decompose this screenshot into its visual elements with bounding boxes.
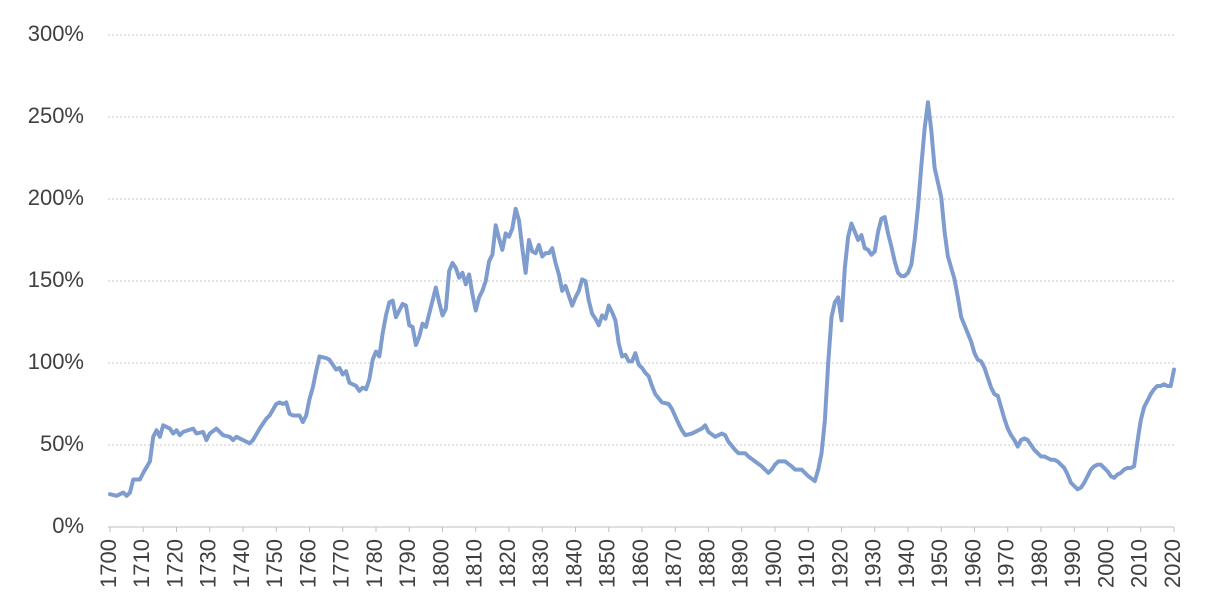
x-tick-label: 1710 bbox=[129, 539, 154, 588]
x-tick-label: 1840 bbox=[561, 539, 586, 588]
x-tick-label: 1960 bbox=[960, 539, 985, 588]
x-tick-label: 1830 bbox=[528, 539, 553, 588]
x-tick-label: 2020 bbox=[1160, 539, 1185, 588]
x-tick-label: 2000 bbox=[1093, 539, 1118, 588]
y-tick-label: 0% bbox=[52, 513, 84, 538]
data-line bbox=[108, 100, 1176, 498]
x-tick-label: 1790 bbox=[395, 539, 420, 588]
x-tick-label: 2010 bbox=[1127, 539, 1152, 588]
x-tick-label: 1980 bbox=[1027, 539, 1052, 588]
y-tick-label: 300% bbox=[28, 21, 84, 46]
x-tick-label: 1740 bbox=[229, 539, 254, 588]
y-tick-label: 100% bbox=[28, 349, 84, 374]
x-tick-label: 1820 bbox=[495, 539, 520, 588]
x-tick-label: 1750 bbox=[262, 539, 287, 588]
x-tick-label: 1880 bbox=[694, 539, 719, 588]
x-tick-label: 1730 bbox=[196, 539, 221, 588]
x-tick-label: 1910 bbox=[794, 539, 819, 588]
y-tick-label: 50% bbox=[40, 431, 84, 456]
x-tick-label: 1720 bbox=[162, 539, 187, 588]
y-tick-label: 150% bbox=[28, 267, 84, 292]
x-tick-label: 1930 bbox=[861, 539, 886, 588]
x-tick-label: 1890 bbox=[728, 539, 753, 588]
x-tick-label: 1970 bbox=[994, 539, 1019, 588]
x-tick-label: 1800 bbox=[428, 539, 453, 588]
x-tick-label: 1990 bbox=[1060, 539, 1085, 588]
y-tick-label: 250% bbox=[28, 103, 84, 128]
x-tick-label: 1900 bbox=[761, 539, 786, 588]
x-tick-label: 1870 bbox=[661, 539, 686, 588]
y-tick-label: 200% bbox=[28, 185, 84, 210]
x-tick-label: 1850 bbox=[595, 539, 620, 588]
x-tick-label: 1950 bbox=[927, 539, 952, 588]
x-tick-label: 1700 bbox=[96, 539, 121, 588]
x-tick-label: 1760 bbox=[295, 539, 320, 588]
x-tick-label: 1920 bbox=[827, 539, 852, 588]
x-tick-label: 1860 bbox=[628, 539, 653, 588]
x-tick-label: 1940 bbox=[894, 539, 919, 588]
x-tick-label: 1780 bbox=[362, 539, 387, 588]
x-tick-label: 1770 bbox=[329, 539, 354, 588]
x-tick-label: 1810 bbox=[462, 539, 487, 588]
